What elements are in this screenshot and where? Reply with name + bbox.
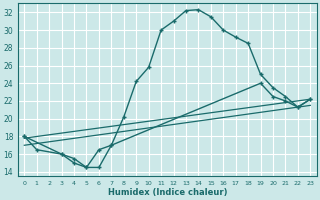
X-axis label: Humidex (Indice chaleur): Humidex (Indice chaleur) bbox=[108, 188, 227, 197]
